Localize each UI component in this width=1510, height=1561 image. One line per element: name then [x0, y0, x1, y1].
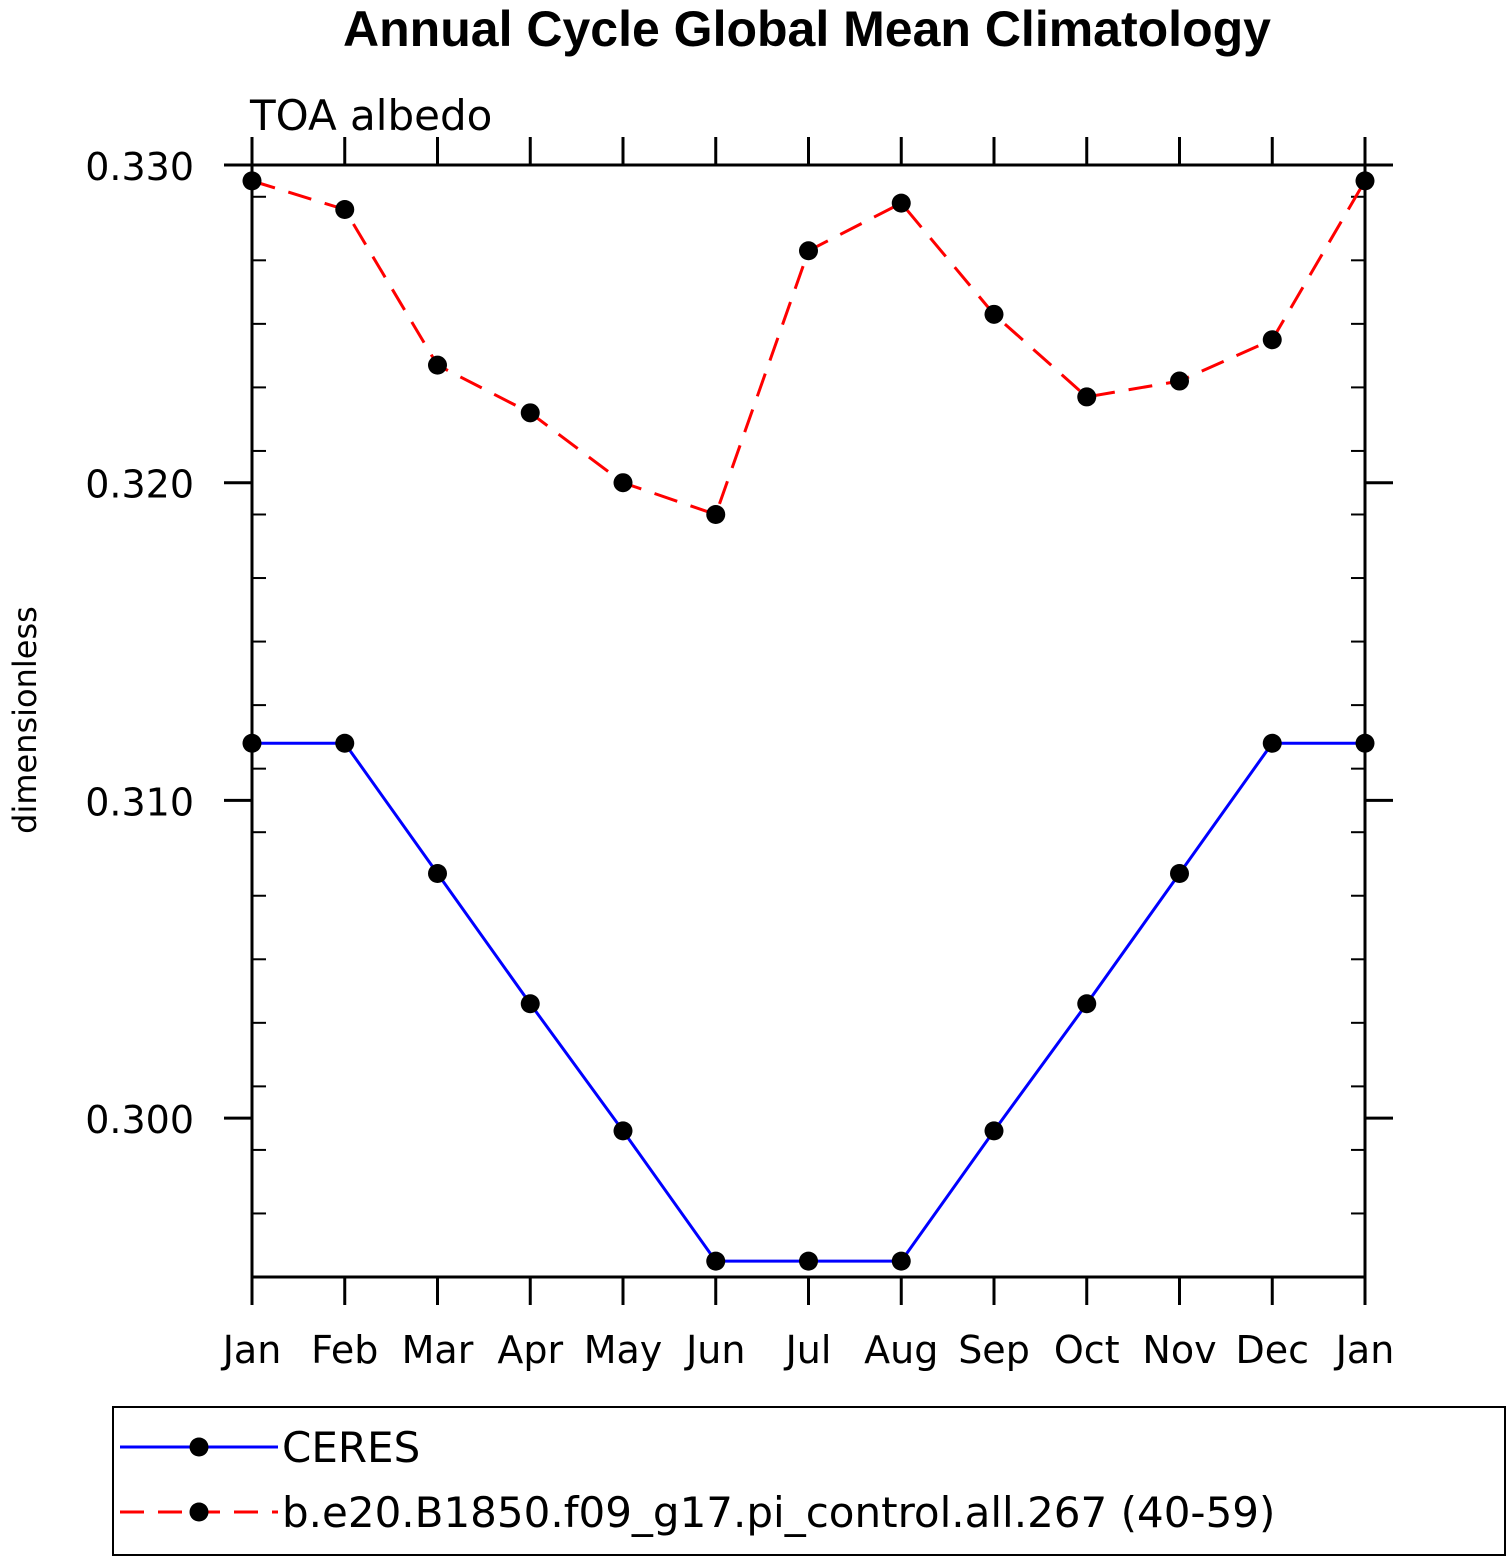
x-tick-label: Mar [402, 1328, 474, 1372]
x-tick-label: Apr [497, 1328, 563, 1372]
x-tick-label: Sep [958, 1328, 1030, 1372]
tick-labels: Jan Feb Mar Apr May Jun Jul Aug Sep Oct Nov Dec Jan 0… [85, 145, 1394, 1372]
legend-label: CERES [282, 1423, 420, 1472]
data-point [613, 473, 633, 493]
legend-marker [189, 1437, 209, 1457]
axis-ticks [224, 137, 1393, 1305]
x-tick-label: Jun [684, 1328, 745, 1372]
legend-marker [189, 1502, 209, 1522]
data-point [1170, 864, 1189, 884]
x-tick-label: Dec [1235, 1328, 1309, 1372]
data-point [891, 193, 911, 213]
legend: CERES b.e20.B1850.f09_g17.pi_control.all.… [112, 1406, 1506, 1556]
data-point [1262, 330, 1282, 350]
y-tick-label: 0.330 [85, 145, 194, 189]
y-tick-label: 0.310 [85, 780, 194, 824]
data-point [799, 241, 818, 261]
data-point [428, 864, 447, 884]
series-line-0 [252, 741, 1365, 1263]
x-tick-label: Jul [784, 1328, 832, 1372]
y-tick-label: 0.320 [85, 463, 194, 507]
x-tick-label: Nov [1142, 1328, 1216, 1372]
y-tick-label: 0.300 [85, 1098, 194, 1142]
data-point [428, 355, 447, 375]
data-point [891, 1251, 911, 1271]
chart-title: Annual Cycle Global Mean Climatology [343, 1, 1271, 57]
data-point [613, 1121, 633, 1141]
x-tick-label: May [584, 1328, 663, 1372]
x-tick-label: Feb [311, 1328, 378, 1372]
series-line-1 [251, 179, 1367, 517]
y-axis-label: dimensionless [6, 606, 44, 834]
data-point [706, 504, 726, 524]
data-point [1170, 371, 1189, 391]
x-tick-label: Jan [1334, 1328, 1395, 1372]
data-point [1077, 994, 1097, 1014]
x-tick-label: Oct [1054, 1328, 1120, 1372]
plot-frame [250, 163, 1367, 1279]
data-point [335, 199, 355, 219]
data-point [520, 994, 540, 1014]
x-tick-label: Jan [221, 1328, 282, 1372]
data-point [1262, 733, 1282, 753]
data-point [335, 733, 355, 753]
data-point [520, 403, 540, 423]
data-point [799, 1251, 818, 1271]
chart-subtitle: TOA albedo [249, 91, 492, 140]
data-point [706, 1251, 726, 1271]
x-tick-label: Aug [864, 1328, 938, 1372]
legend-box [112, 1406, 1506, 1556]
data-point [1077, 387, 1097, 407]
data-point [984, 304, 1004, 324]
legend-label: b.e20.B1850.f09_g17.pi_control.all.267 (… [282, 1488, 1275, 1537]
series-group [242, 171, 1375, 1271]
data-point [984, 1121, 1004, 1141]
